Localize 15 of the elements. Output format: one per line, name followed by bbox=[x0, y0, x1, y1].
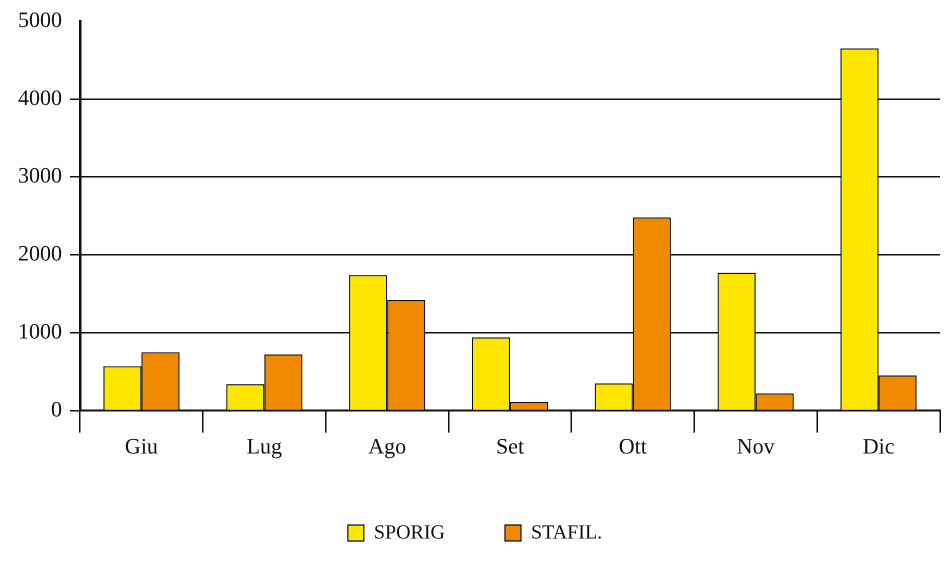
y-tick-label: 0 bbox=[51, 396, 62, 422]
legend-label: SPORIG bbox=[374, 521, 445, 544]
y-tick-label: 3000 bbox=[18, 162, 62, 188]
y-tick-label: 4000 bbox=[18, 84, 62, 110]
x-tick-label: Nov bbox=[736, 434, 775, 459]
y-tick-label: 1000 bbox=[18, 318, 62, 344]
x-tick-label: Ott bbox=[618, 434, 647, 459]
x-tick-label: Dic bbox=[862, 434, 895, 459]
x-tick-label: Giu bbox=[124, 434, 158, 459]
y-tick-label: 2000 bbox=[18, 240, 62, 266]
x-tick-label: Set bbox=[496, 434, 524, 459]
legend-label: STAFIL. bbox=[530, 521, 602, 544]
y-tick-label: 5000 bbox=[18, 6, 62, 32]
x-tick-label: Ago bbox=[368, 434, 406, 459]
x-tick-label: Lug bbox=[246, 434, 282, 459]
